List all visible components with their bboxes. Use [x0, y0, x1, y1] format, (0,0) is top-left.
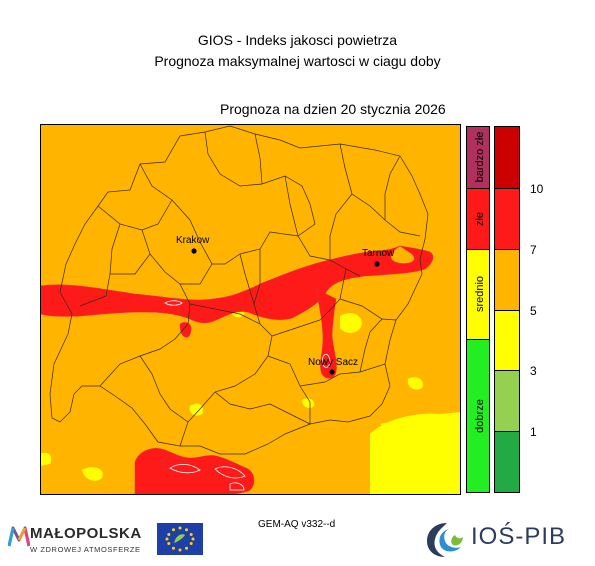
category-zle-swatch [466, 188, 490, 250]
city-label-tarnow: Tarnow [362, 248, 395, 259]
ios-pib-name: IOŚ-PIB [471, 523, 567, 550]
eu-life-flag-icon [157, 523, 203, 555]
moderate-zones [40, 304, 461, 495]
map-title: GIOS - Indeks jakosci powietrza [197, 32, 398, 48]
model-version: GEM-AQ v332--d [258, 519, 336, 530]
map-frame [40, 124, 461, 495]
city-label-nowy-sacz: Nowy Sacz [308, 357, 358, 368]
category-label-bardzo-zle: bardzo złe [474, 132, 486, 183]
scale-band-4 [494, 310, 520, 371]
scale-band-2 [494, 188, 520, 250]
cities: Krakow Tarnow Nowy Sacz [176, 235, 395, 375]
scale-tick-3: 3 [530, 364, 537, 378]
ios-pib-logo-icon [427, 523, 463, 557]
contour-lines [164, 300, 331, 491]
malopolska-name: MAŁOPOLSKA [30, 525, 142, 542]
category-bardzo-zle-swatch [466, 126, 490, 189]
category-srednio-swatch [466, 249, 490, 340]
category-dobrze-swatch [466, 339, 490, 493]
scale-tick-10: 10 [530, 182, 544, 196]
scale-band-3 [494, 249, 520, 311]
scale-tick-5: 5 [530, 304, 537, 318]
air-quality-map: Krakow Tarnow Nowy Sacz [40, 124, 461, 495]
scale-band-5 [494, 370, 520, 432]
city-label-krakow: Krakow [176, 235, 210, 246]
bad-zones [40, 245, 434, 495]
scale-band-1 [494, 126, 520, 189]
malopolska-logo-icon [8, 526, 30, 547]
scale-tick-1: 1 [530, 425, 537, 439]
category-label-dobrze: dobrze [474, 399, 486, 433]
city-marker-nowy-sacz [329, 369, 335, 375]
scale-tick-7: 7 [530, 243, 537, 257]
scale-band-6 [494, 431, 520, 493]
forecast-date: Prognoza na dzien 20 stycznia 2026 [220, 101, 446, 117]
category-label-zle: złe [474, 212, 486, 226]
category-legend: bardzo złe złe srednio dobrze [466, 126, 490, 493]
map-subtitle: Prognoza maksymalnej wartosci w ciagu do… [154, 53, 441, 69]
malopolska-tagline: W ZDROWEJ ATMOSFERZE [30, 545, 141, 554]
category-label-srednio: srednio [474, 276, 486, 312]
city-marker-krakow [191, 248, 197, 254]
city-marker-tarnow [374, 261, 380, 267]
index-color-scale [494, 126, 520, 493]
admin-borders [49, 125, 429, 455]
